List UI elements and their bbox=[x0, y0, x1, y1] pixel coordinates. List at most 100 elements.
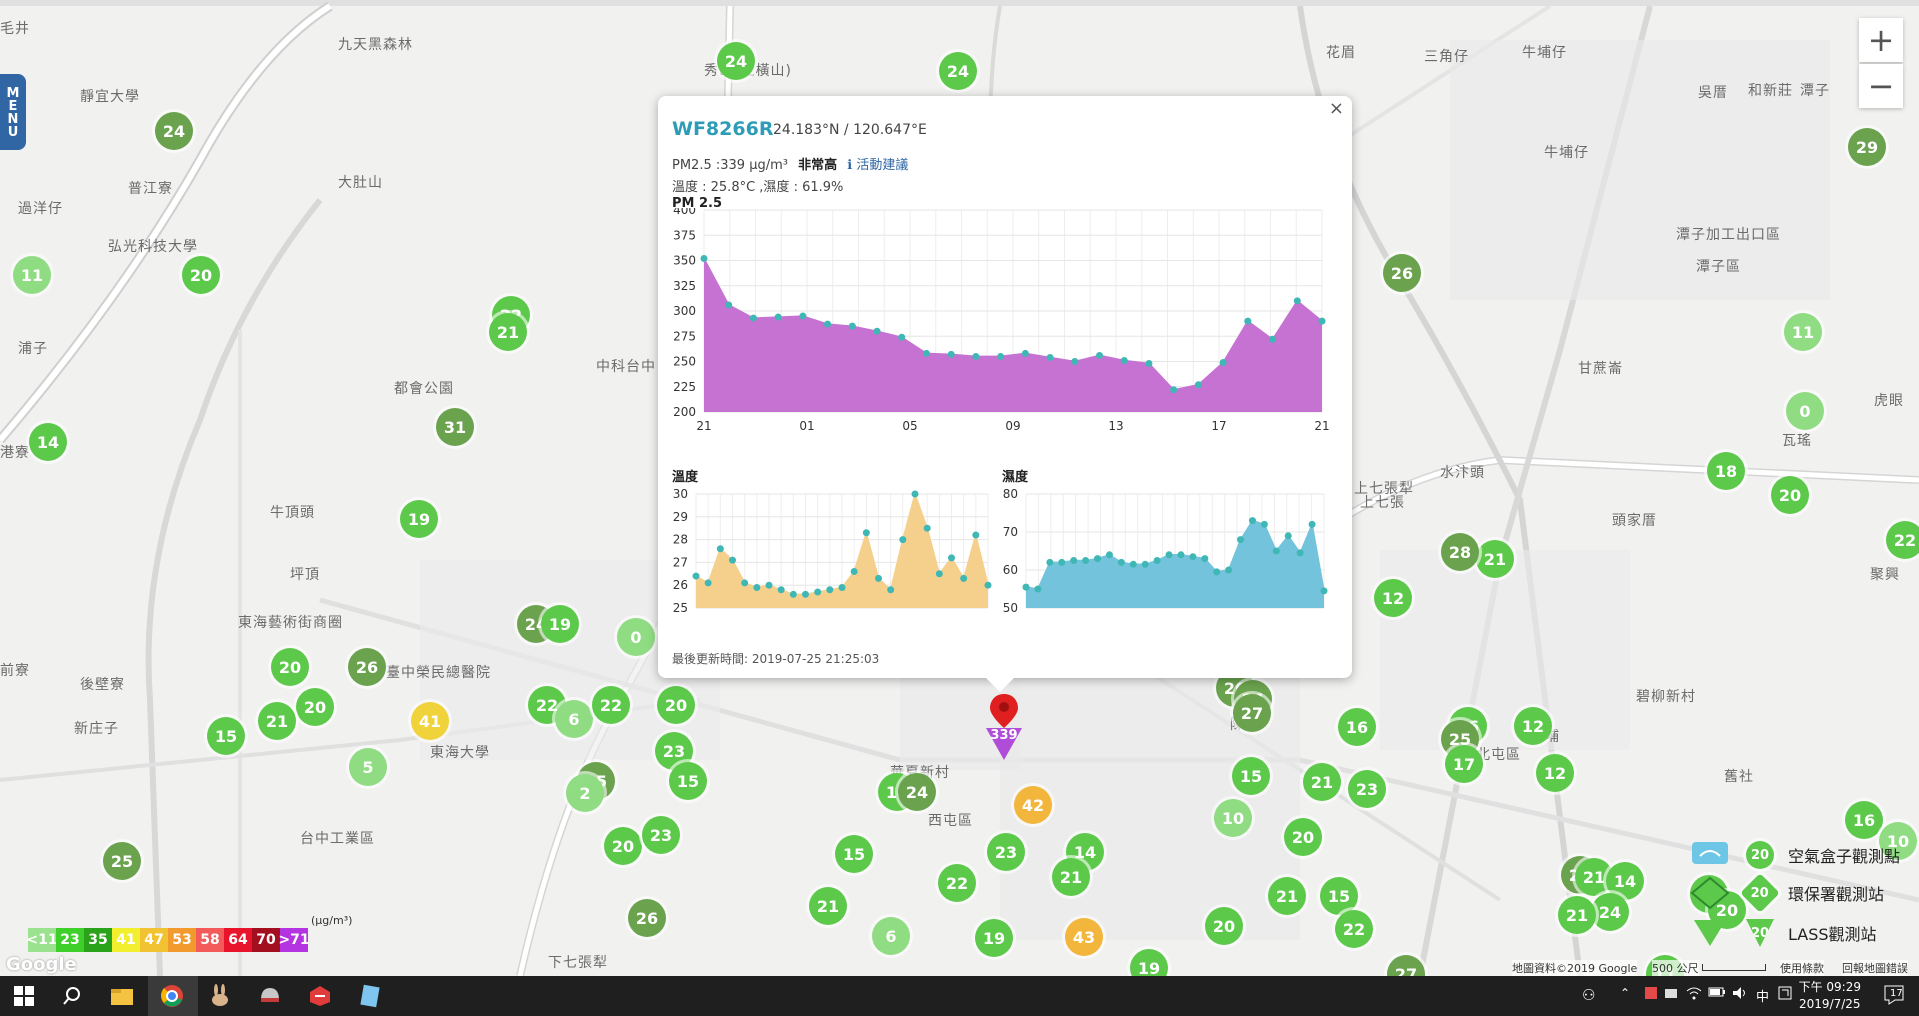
station-marker[interactable]: 21 bbox=[1268, 877, 1306, 915]
zoom-in-button[interactable]: + bbox=[1859, 18, 1903, 62]
station-marker[interactable]: 22 bbox=[1335, 910, 1373, 948]
tray-security-icon[interactable] bbox=[1644, 986, 1658, 1003]
station-marker[interactable]: 20 bbox=[657, 686, 695, 724]
menu-tab[interactable]: MENU bbox=[0, 74, 26, 150]
app-rabbit-icon[interactable] bbox=[206, 982, 234, 1010]
station-marker[interactable]: 25 bbox=[1441, 720, 1479, 758]
station-marker[interactable]: 20 bbox=[1284, 818, 1322, 856]
station-marker[interactable]: 20 bbox=[296, 688, 334, 726]
chevron-up-icon[interactable]: ⌃ bbox=[1620, 986, 1631, 1000]
station-marker[interactable]: 2 bbox=[566, 774, 604, 812]
station-marker[interactable]: 31 bbox=[436, 408, 474, 446]
station-marker[interactable]: 6 bbox=[872, 917, 910, 955]
advice-link[interactable]: ℹ 活動建議 bbox=[847, 158, 908, 173]
station-marker[interactable]: 24 bbox=[1591, 893, 1629, 931]
report-link[interactable]: 回報地圖錯誤 bbox=[1842, 960, 1908, 976]
station-marker[interactable]: 23 bbox=[987, 833, 1025, 871]
station-marker[interactable]: 21 bbox=[1052, 858, 1090, 896]
station-marker[interactable]: 10 bbox=[1879, 822, 1917, 860]
station-marker[interactable]: 10 bbox=[1214, 799, 1252, 837]
station-marker[interactable]: 6 bbox=[555, 700, 593, 738]
station-marker[interactable]: 43 bbox=[1065, 918, 1103, 956]
station-marker[interactable]: 26 bbox=[628, 899, 666, 937]
windows-start-icon[interactable] bbox=[10, 982, 38, 1010]
station-marker[interactable]: 21 bbox=[258, 702, 296, 740]
station-marker[interactable]: 23 bbox=[642, 816, 680, 854]
taskbar-clock[interactable]: 下午 09:29 2019/7/25 bbox=[1799, 979, 1861, 1013]
station-marker[interactable]: 20 bbox=[1771, 476, 1809, 514]
station-marker[interactable]: 15 bbox=[669, 762, 707, 800]
station-marker[interactable]: 23 bbox=[655, 732, 693, 770]
battery-icon[interactable] bbox=[1708, 986, 1726, 1001]
station-marker[interactable]: 20 bbox=[182, 256, 220, 294]
station-marker[interactable]: 22 bbox=[1886, 521, 1919, 559]
file-explorer-icon[interactable] bbox=[108, 982, 136, 1010]
station-marker[interactable]: 19 bbox=[541, 605, 579, 643]
station-marker[interactable]: 28 bbox=[1441, 533, 1479, 571]
station-marker[interactable]: 16 bbox=[1338, 708, 1376, 746]
search-icon[interactable] bbox=[58, 982, 86, 1010]
notification-icon[interactable]: 17 bbox=[1883, 984, 1909, 1008]
ime-indicator[interactable]: 中 bbox=[1756, 990, 1770, 1005]
station-marker[interactable]: 24 bbox=[939, 52, 977, 90]
station-marker[interactable]: 21 bbox=[1303, 763, 1341, 801]
station-marker[interactable]: 15 bbox=[1320, 877, 1358, 915]
selected-station-marker[interactable]: 339 bbox=[984, 692, 1024, 762]
station-marker[interactable]: 11 bbox=[13, 256, 51, 294]
station-marker[interactable]: 42 bbox=[1014, 786, 1052, 824]
station-marker[interactable]: 17 bbox=[1445, 745, 1483, 783]
station-marker[interactable]: 29 bbox=[1848, 128, 1886, 166]
input-mode-icon[interactable] bbox=[1778, 986, 1792, 1003]
station-marker[interactable]: 0 bbox=[1786, 392, 1824, 430]
station-marker[interactable]: 27 bbox=[1233, 694, 1271, 732]
station-marker[interactable]: 0 bbox=[617, 618, 655, 656]
station-marker[interactable]: 18 bbox=[1707, 452, 1745, 490]
station-marker[interactable]: 21 bbox=[1558, 896, 1596, 934]
station-marker[interactable]: 24 bbox=[898, 773, 936, 811]
data-point bbox=[1194, 381, 1202, 389]
station-marker[interactable]: 11 bbox=[1784, 313, 1822, 351]
station-marker[interactable]: 19 bbox=[975, 919, 1013, 957]
station-marker[interactable]: 16 bbox=[1845, 801, 1883, 839]
station-marker[interactable]: 21 bbox=[1476, 540, 1514, 578]
station-marker[interactable]: 20 bbox=[604, 827, 642, 865]
station-marker[interactable]: 5 bbox=[349, 748, 387, 786]
station-marker[interactable]: 26 bbox=[348, 648, 386, 686]
station-marker[interactable]: 25 bbox=[103, 842, 141, 880]
station-marker[interactable]: 22 bbox=[938, 864, 976, 902]
station-marker[interactable]: 15 bbox=[1232, 757, 1270, 795]
wifi-icon[interactable] bbox=[1686, 986, 1702, 1003]
app-sketchup-icon[interactable] bbox=[306, 982, 334, 1010]
station-marker[interactable]: 20 bbox=[271, 648, 309, 686]
station-marker[interactable]: 15 bbox=[835, 835, 873, 873]
station-marker[interactable]: 15 bbox=[207, 717, 245, 755]
tray-app-icon[interactable] bbox=[1664, 986, 1678, 1003]
station-marker[interactable]: 12 bbox=[1514, 707, 1552, 745]
close-icon[interactable]: × bbox=[1328, 98, 1344, 119]
station-marker[interactable]: 14 bbox=[29, 423, 67, 461]
map-data-attribution: 地圖資料©2019 Google bbox=[1512, 960, 1638, 976]
app-helmet-icon[interactable] bbox=[256, 982, 284, 1010]
station-marker[interactable]: 21 bbox=[809, 887, 847, 925]
station-marker[interactable]: 22 bbox=[592, 686, 630, 724]
station-marker[interactable]: 19 bbox=[1130, 949, 1168, 976]
station-marker[interactable]: 14 bbox=[1606, 862, 1644, 900]
station-marker[interactable]: 24 bbox=[717, 42, 755, 80]
station-marker[interactable]: 21 bbox=[489, 313, 527, 351]
station-marker[interactable]: 12 bbox=[1374, 579, 1412, 617]
chrome-icon[interactable] bbox=[158, 982, 186, 1010]
station-marker[interactable]: 23 bbox=[1348, 770, 1386, 808]
station-marker[interactable]: 12 bbox=[1536, 754, 1574, 792]
volume-icon[interactable] bbox=[1732, 986, 1748, 1003]
map-canvas[interactable]: 毛井 大肚山 靜宜大學 普江寮 過洋仔 弘光科技大學 浦子 港寮 都會公園 牛頂頭 坪頂 東海藝術街商… bbox=[0, 0, 1919, 976]
station-marker[interactable]: 24 bbox=[155, 112, 193, 150]
station-marker[interactable]: 20 bbox=[1205, 907, 1243, 945]
station-marker[interactable]: 41 bbox=[411, 702, 449, 740]
terms-link[interactable]: 使用條款 bbox=[1780, 960, 1824, 976]
station-marker[interactable]: 19 bbox=[400, 500, 438, 538]
app-notes-icon[interactable] bbox=[356, 982, 384, 1010]
station-marker[interactable]: 27 bbox=[1387, 955, 1425, 976]
zoom-out-button[interactable]: − bbox=[1859, 64, 1903, 108]
station-marker[interactable]: 26 bbox=[1383, 254, 1421, 292]
people-icon[interactable]: ⚇ bbox=[1582, 986, 1596, 1004]
